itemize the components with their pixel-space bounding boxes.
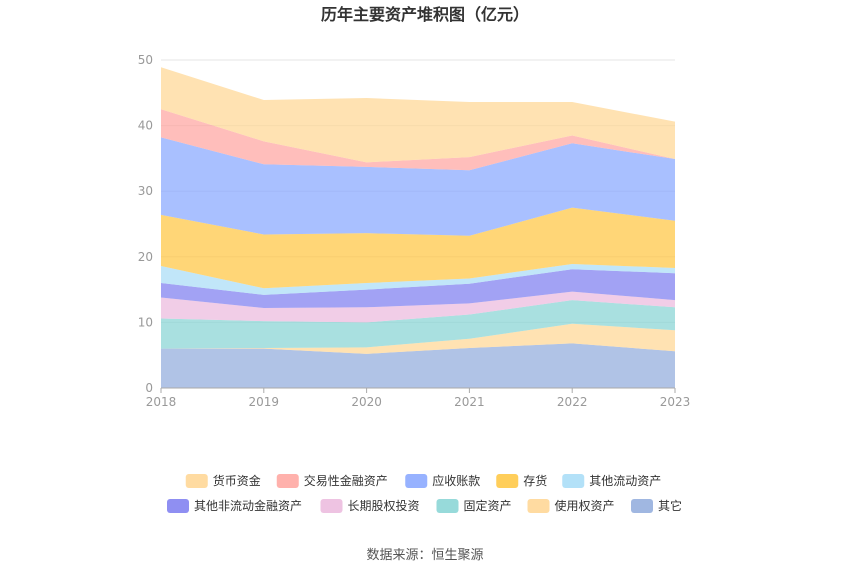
- area-series-长期股权投资: [161, 291, 675, 323]
- x-tick-label: 2021: [454, 395, 485, 409]
- area-series-货币资金: [161, 67, 675, 163]
- chart-title: 历年主要资产堆积图（亿元）: [321, 5, 529, 24]
- y-tick-label: 50: [138, 53, 153, 67]
- legend-item-应收账款[interactable]: 应收账款: [405, 473, 480, 488]
- area-series-交易性金融资产: [161, 109, 675, 171]
- legend-label: 使用权资产: [555, 498, 615, 513]
- y-tick-label: 0: [145, 381, 153, 395]
- legend-item-其它[interactable]: 其它: [631, 498, 682, 513]
- legend-label: 应收账款: [432, 473, 480, 488]
- legend-label: 固定资产: [464, 498, 512, 513]
- legend-label: 其他流动资产: [589, 474, 661, 488]
- legend-swatch: [562, 474, 585, 488]
- legend-swatch: [320, 499, 343, 513]
- legend-item-其他流动资产[interactable]: 其他流动资产: [562, 474, 661, 488]
- legend-swatch: [527, 499, 550, 513]
- legend-label: 长期股权投资: [348, 498, 420, 513]
- area-series-存货: [161, 207, 675, 289]
- area-series-group: [161, 67, 675, 388]
- y-tick-label: 10: [138, 315, 153, 329]
- data-source-label: 数据来源：恒生聚源: [366, 548, 483, 563]
- legend-swatch: [436, 499, 459, 513]
- area-series-其它: [161, 343, 675, 388]
- legend-swatch: [167, 499, 189, 513]
- legend-item-其他非流动金融资产[interactable]: 其他非流动金融资产: [167, 498, 302, 513]
- legend-swatch: [631, 499, 653, 513]
- legend-label: 存货: [523, 473, 547, 488]
- legend-item-存货[interactable]: 存货: [496, 473, 547, 488]
- x-tick-label: 2022: [557, 395, 588, 409]
- legend-item-货币资金[interactable]: 货币资金: [185, 473, 261, 488]
- x-tick-label: 2020: [351, 395, 382, 409]
- area-series-固定资产: [161, 300, 675, 349]
- legend-item-交易性金融资产[interactable]: 交易性金融资产: [276, 473, 388, 488]
- legend-swatch: [185, 474, 208, 488]
- y-tick-label: 30: [138, 184, 153, 198]
- area-series-使用权资产: [161, 323, 675, 354]
- y-tick-label: 20: [138, 250, 153, 264]
- legend-label: 其他非流动金融资产: [194, 498, 302, 513]
- area-series-应收账款: [161, 137, 675, 236]
- axes: 0 10 20 30 40 50 2018 2019 2020 2021 2022 2023: [138, 53, 691, 409]
- x-tick-label: 2019: [249, 395, 280, 409]
- legend-swatch: [496, 474, 519, 488]
- legend-item-固定资产[interactable]: 固定资产: [436, 498, 512, 513]
- y-tick-label: 40: [138, 119, 153, 133]
- x-tick-label: 2018: [146, 395, 177, 409]
- legend-swatch: [276, 474, 299, 488]
- legend-label: 交易性金融资产: [304, 473, 388, 488]
- legend-label: 货币资金: [213, 473, 261, 488]
- area-series-其他流动资产: [161, 264, 675, 295]
- legend-swatch: [405, 474, 428, 488]
- area-series-其他非流动金融资产: [161, 269, 675, 308]
- x-tick-label: 2023: [660, 395, 691, 409]
- legend-item-长期股权投资[interactable]: 长期股权投资: [320, 498, 420, 513]
- legend-item-使用权资产[interactable]: 使用权资产: [527, 498, 615, 513]
- legend-label: 其它: [658, 498, 682, 513]
